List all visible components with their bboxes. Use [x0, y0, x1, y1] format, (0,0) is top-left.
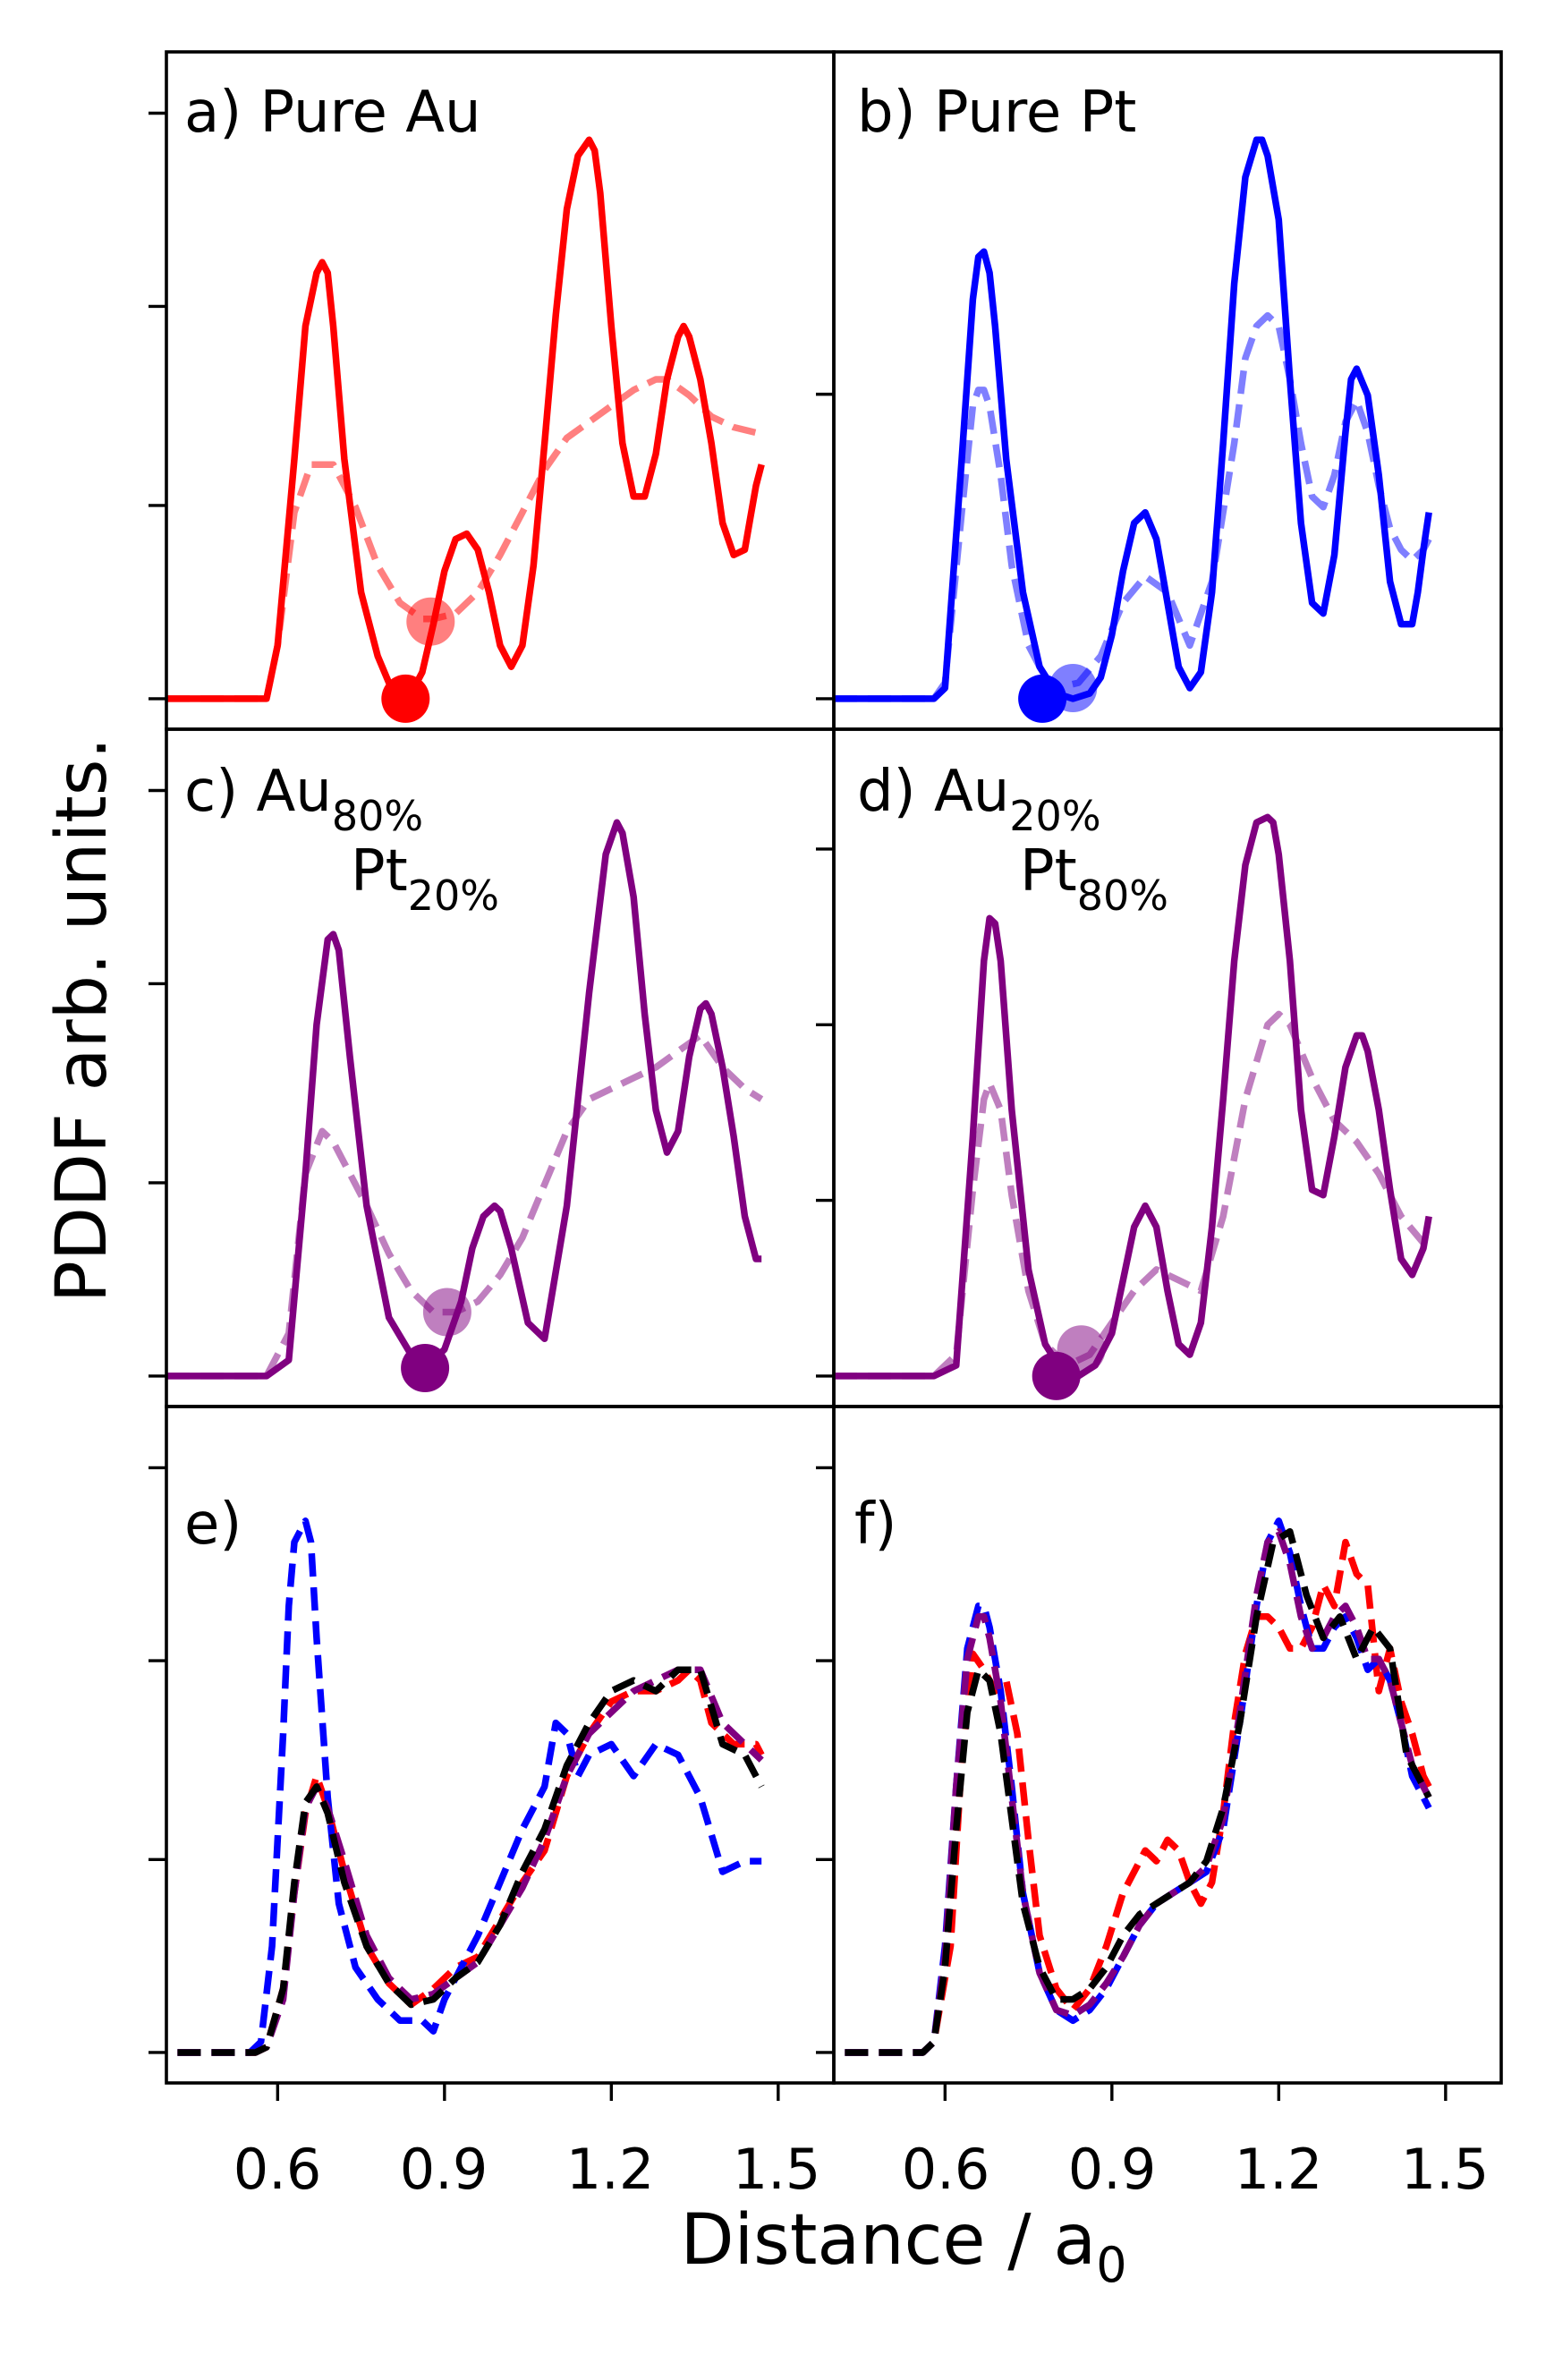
panel-e-series-1-dashed-line	[177, 1517, 762, 2056]
panel-c-title-main: c) Au	[184, 759, 332, 825]
panels-layer	[149, 50, 1503, 2101]
panel-c-series-0-solid-line	[166, 819, 762, 1380]
panel-c-line2-sub: 20%	[408, 871, 499, 920]
panel-d-title-line2: Pt80%	[1020, 838, 1168, 920]
panel-d-line2-sub: 80%	[1077, 871, 1168, 920]
panel-b	[816, 50, 1503, 731]
panel-c-marker-1	[422, 1288, 471, 1337]
panel-c-line2-main: Pt	[351, 838, 408, 905]
panel-b-series-1-dashed-line	[834, 311, 1432, 702]
panel-f-title: f)	[854, 1492, 897, 1558]
panel-f	[816, 1405, 1503, 2101]
panel-d-series-1-dashed-line	[834, 1010, 1430, 1380]
x-tick-label-right-3: 1.5	[1401, 2137, 1490, 2202]
panel-a-title: a) Pure Au	[184, 80, 481, 146]
panel-a-series-0-solid-line	[166, 136, 765, 702]
x-tick-label-left-1: 0.9	[400, 2137, 488, 2202]
panel-c-title-sub: 80%	[332, 792, 423, 840]
panel-a-series-1-dashed-line	[166, 376, 762, 702]
panel-c-marker-0	[401, 1344, 450, 1392]
panel-d-marker-1	[1057, 1325, 1106, 1374]
x-tick-label-left-2: 1.2	[566, 2137, 655, 2202]
panel-a-marker-1	[406, 597, 455, 646]
panel-b-marker-1	[1049, 664, 1098, 712]
panel-f-series-3-dashed-line	[845, 1527, 1432, 2056]
y-axis-label: PDDF arb. units.	[42, 737, 123, 1303]
panel-b-title: b) Pure Pt	[857, 80, 1136, 146]
x-tick-label-left-0: 0.6	[234, 2137, 322, 2202]
panel-c-series-1-dashed-line	[166, 1032, 764, 1380]
x-axis-label: Distance / a0	[680, 2200, 1126, 2293]
panel-d-line2-main: Pt	[1020, 838, 1077, 905]
panel-c-title: c) Au80%	[184, 759, 423, 840]
x-tick-label-left-3: 1.5	[733, 2137, 821, 2202]
x-axis-label-sub: 0	[1096, 2237, 1126, 2293]
x-tick-label-right-1: 0.9	[1068, 2137, 1157, 2202]
panel-d-title: d) Au20%	[857, 759, 1101, 840]
panel-d-series-0-solid-line	[834, 813, 1432, 1380]
panel-e-title: e)	[184, 1492, 242, 1558]
panel-a-marker-0	[381, 674, 430, 723]
panel-c-title-line2: Pt20%	[351, 838, 499, 920]
panel-f-frame	[832, 1405, 1503, 2085]
x-axis-label-main: Distance / a	[680, 2200, 1096, 2281]
x-tick-label-right-2: 1.2	[1235, 2137, 1323, 2202]
panel-b-series-0-solid-line	[834, 136, 1432, 702]
x-tick-label-right-0: 0.6	[902, 2137, 990, 2202]
panel-e-series-3-dashed-line	[177, 1666, 765, 2056]
panel-d-title-sub: 20%	[1009, 792, 1100, 840]
panel-d-title-main: d) Au	[857, 759, 1009, 825]
panel-f-series-2-dashed-line	[845, 1527, 1432, 2056]
x-tick-labels: 0.6 0.9 1.2 1.5 0.6 0.9 1.2 1.5	[234, 2137, 1490, 2202]
